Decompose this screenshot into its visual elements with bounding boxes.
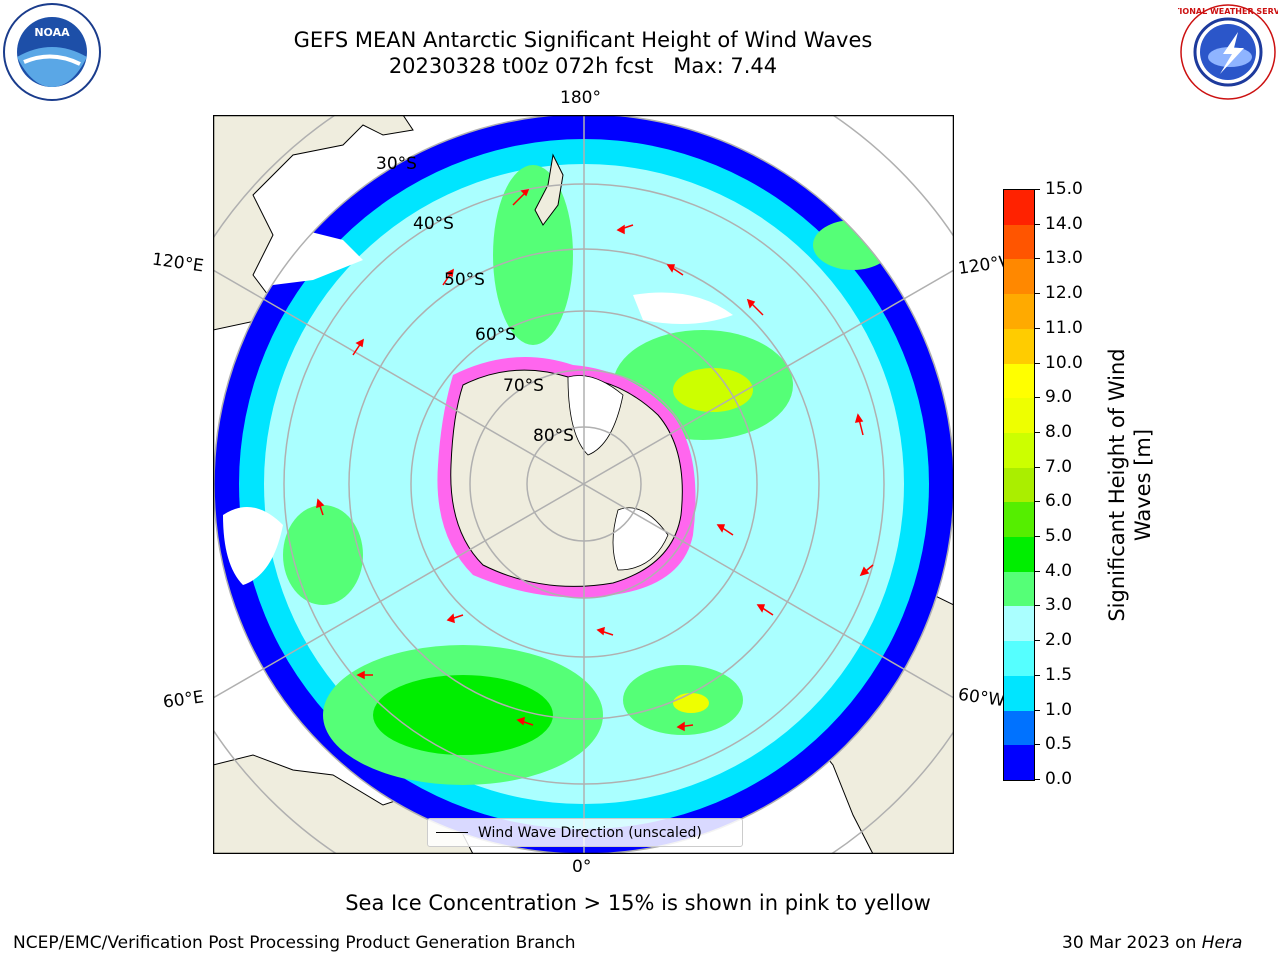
footer-branch: NCEP/EMC/Verification Post Processing Pr… — [13, 933, 576, 953]
colorbar-segment — [1004, 571, 1034, 607]
colorbar-segment — [1004, 328, 1034, 364]
lat-label-40s: 40°S — [413, 214, 454, 234]
colorbar-tick-label: 6.0 — [1045, 491, 1073, 512]
colorbar-segment — [1004, 294, 1034, 329]
lat-label-70s: 70°S — [503, 376, 544, 396]
colorbar-tick — [1034, 536, 1040, 538]
colorbar-segment — [1004, 259, 1034, 295]
colorbar-segment — [1004, 190, 1034, 225]
colorbar-tick-label: 1.0 — [1045, 699, 1073, 720]
noaa-logo-text: NOAA — [34, 26, 70, 39]
colorbar-tick-label: 1.5 — [1045, 664, 1073, 685]
colorbar-tick — [1034, 327, 1040, 329]
colorbar-tick-label: 12.0 — [1045, 283, 1083, 304]
colorbar-tick — [1034, 466, 1040, 468]
colorbar-segment — [1004, 398, 1034, 433]
colorbar-segment — [1004, 537, 1034, 572]
colorbar-tick — [1034, 397, 1040, 399]
legend-line-icon — [436, 832, 468, 833]
colorbar-tick-label: 13.0 — [1045, 248, 1083, 269]
lat-label-50s: 50°S — [444, 270, 485, 290]
colorbar-tick — [1034, 570, 1040, 572]
colorbar-tick-label: 5.0 — [1045, 526, 1073, 547]
colorbar-tick — [1034, 779, 1040, 780]
colorbar-segment — [1004, 641, 1034, 676]
colorbar-tick-label: 2.0 — [1045, 630, 1073, 651]
colorbar-segment — [1004, 502, 1034, 538]
colorbar-segment — [1004, 745, 1034, 780]
colorbar-tick-label: 3.0 — [1045, 595, 1073, 616]
colorbar-tick-label: 0.5 — [1045, 734, 1073, 755]
colorbar-tick — [1034, 605, 1040, 607]
colorbar-tick-label: 14.0 — [1045, 213, 1083, 234]
colorbar-tick — [1034, 189, 1040, 190]
latitude-labels: 30°S 40°S 50°S 60°S 70°S 80°S — [376, 154, 574, 446]
colorbar-segment — [1004, 363, 1034, 399]
colorbar-segment — [1004, 224, 1034, 260]
colorbar-tick-label: 7.0 — [1045, 456, 1073, 477]
chart-title-line1: GEFS MEAN Antarctic Significant Height o… — [293, 28, 873, 52]
colorbar-segment — [1004, 710, 1034, 746]
colorbar-tick-label: 9.0 — [1045, 387, 1073, 408]
chart-title-line2: 20230328 t00z 072h fcst Max: 7.44 — [388, 54, 778, 78]
colorbar-tick — [1034, 640, 1040, 642]
colorbar-segment — [1004, 606, 1034, 642]
colorbar-tick-label: 10.0 — [1045, 352, 1083, 373]
colorbar-tick — [1034, 293, 1040, 295]
colorbar-segment — [1004, 675, 1034, 711]
colorbar-title: Significant Height of Wind Waves [m] — [1105, 348, 1155, 622]
colorbar-tick — [1034, 431, 1040, 433]
colorbar-tick — [1034, 674, 1040, 676]
noaa-logo-icon: NOAA — [3, 3, 101, 101]
lon-label-lower-right: 60°W — [956, 684, 1007, 712]
sea-ice-note: Sea Ice Concentration > 15% is shown in … — [345, 891, 931, 915]
legend-label: Wind Wave Direction (unscaled) — [478, 824, 702, 841]
colorbar-tick — [1034, 709, 1040, 711]
colorbar-tick — [1034, 258, 1040, 260]
lon-label-lower-left: 60°E — [161, 687, 206, 713]
lat-label-60s: 60°S — [475, 325, 516, 345]
lon-label-upper-left: 120°E — [150, 249, 205, 277]
colorbar-tick — [1034, 223, 1040, 225]
map-legend: Wind Wave Direction (unscaled) — [427, 818, 743, 847]
lon-label-top: 180° — [560, 88, 601, 108]
colorbar-tick-label: 0.0 — [1045, 769, 1073, 789]
colorbar-tick — [1034, 744, 1040, 746]
colorbar-tick-label: 11.0 — [1045, 317, 1083, 338]
lat-label-30s: 30°S — [376, 154, 417, 174]
colorbar-tick — [1034, 362, 1040, 364]
footer-date-text: 30 Mar 2023 on — [1062, 933, 1202, 953]
wind-wave-arrows — [316, 189, 874, 732]
lat-label-80s: 80°S — [533, 426, 574, 446]
colorbar-tick — [1034, 501, 1040, 503]
lon-label-bottom: 0° — [572, 857, 592, 877]
colorbar — [1003, 189, 1035, 781]
colorbar-tick-label: 4.0 — [1045, 560, 1073, 581]
colorbar-segment — [1004, 432, 1034, 468]
nws-logo-icon: NATIONAL WEATHER SERVICE — [1178, 4, 1278, 100]
footer-machine: Hera — [1201, 933, 1243, 953]
polar-map: 30°S 40°S 50°S 60°S 70°S 80°S — [213, 115, 954, 854]
nws-logo-text: NATIONAL WEATHER SERVICE — [1178, 7, 1278, 16]
colorbar-tick-label: 8.0 — [1045, 421, 1073, 442]
footer-date: 30 Mar 2023 on Hera — [1062, 933, 1242, 953]
colorbar-segment — [1004, 467, 1034, 503]
colorbar-tick-label: 15.0 — [1045, 179, 1083, 199]
